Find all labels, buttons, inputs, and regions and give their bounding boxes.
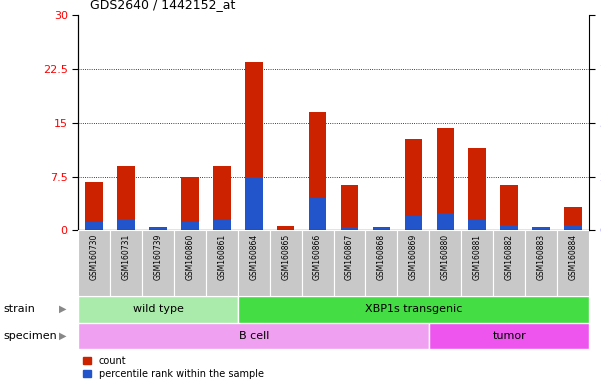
Bar [117,218,135,230]
Bar [397,230,429,296]
Bar [436,213,454,230]
Legend: count, percentile rank within the sample: count, percentile rank within the sample [83,356,264,379]
Text: tumor: tumor [492,331,526,341]
Text: ▶: ▶ [59,331,67,341]
Bar [532,227,550,230]
Bar [85,182,103,230]
Bar [245,177,263,230]
Text: GDS2640 / 1442152_at: GDS2640 / 1442152_at [90,0,236,12]
Bar [404,139,422,230]
Bar [501,225,518,230]
Text: GSM160864: GSM160864 [249,233,258,280]
Bar [468,148,486,230]
Text: GSM160861: GSM160861 [218,233,227,280]
Bar [493,230,525,296]
Bar [213,166,231,230]
Bar [270,230,302,296]
Bar [277,229,294,230]
Bar [110,230,142,296]
Bar [181,177,199,230]
Text: GSM160883: GSM160883 [537,233,546,280]
Text: B cell: B cell [239,331,269,341]
Bar [468,220,486,230]
Bar [181,222,199,230]
Bar [149,227,166,230]
Text: GSM160880: GSM160880 [441,233,450,280]
Text: GSM160865: GSM160865 [281,233,290,280]
Text: GSM160884: GSM160884 [569,233,578,280]
Bar [373,227,390,230]
Text: strain: strain [3,304,35,314]
Bar [429,323,589,349]
Bar [238,296,589,323]
Bar [174,230,206,296]
Bar [78,296,238,323]
Bar [429,230,462,296]
Bar [532,227,550,230]
Text: GSM160739: GSM160739 [153,233,162,280]
Bar [117,166,135,230]
Text: ▶: ▶ [59,304,67,314]
Text: XBP1s transgenic: XBP1s transgenic [365,304,462,314]
Bar [462,230,493,296]
Text: GSM160866: GSM160866 [313,233,322,280]
Bar [557,230,589,296]
Text: GSM160860: GSM160860 [185,233,194,280]
Text: GSM160881: GSM160881 [473,233,482,280]
Bar [309,198,326,230]
Bar [436,128,454,230]
Bar [525,230,557,296]
Bar [213,220,231,230]
Bar [373,228,390,230]
Bar [142,230,174,296]
Text: GSM160867: GSM160867 [345,233,354,280]
Bar [501,185,518,230]
Text: GSM160730: GSM160730 [90,233,99,280]
Bar [277,226,294,230]
Text: GSM160882: GSM160882 [505,233,514,280]
Text: GSM160869: GSM160869 [409,233,418,280]
Bar [149,228,166,230]
Text: specimen: specimen [3,331,56,341]
Bar [564,207,582,230]
Bar [334,230,365,296]
Bar [365,230,397,296]
Bar [245,62,263,230]
Bar [78,323,429,349]
Bar [238,230,270,296]
Text: wild type: wild type [132,304,183,314]
Bar [564,225,582,230]
Bar [309,112,326,230]
Text: GSM160731: GSM160731 [121,233,130,280]
Bar [85,222,103,230]
Bar [206,230,238,296]
Bar [341,185,358,230]
Bar [302,230,334,296]
Bar [78,230,110,296]
Bar [341,227,358,230]
Bar [404,217,422,230]
Text: GSM160868: GSM160868 [377,233,386,280]
